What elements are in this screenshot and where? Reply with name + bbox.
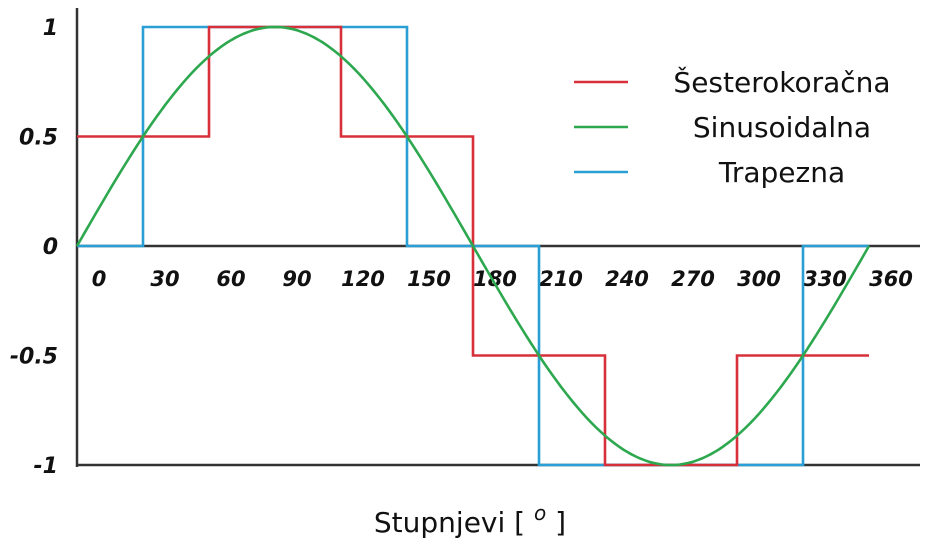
x-tick-label: 210	[539, 267, 583, 291]
legend-label: Šesterokoračna	[673, 65, 890, 99]
x-axis-label-sup: o	[534, 501, 546, 525]
legend-label: Sinusoidalna	[693, 111, 871, 144]
x-axis-label: Stupnjevi [ o ]	[374, 494, 566, 539]
x-tick-label: 120	[341, 267, 385, 291]
legend-label: Trapezna	[718, 156, 845, 189]
x-tick-label: 360	[869, 267, 913, 291]
y-tick-label: 0.5	[19, 126, 58, 151]
y-tick-labels: 1 0.5 0 -0.5 -1	[10, 16, 58, 479]
x-tick-label: 30	[150, 267, 179, 291]
x-tick-label: 240	[605, 267, 649, 291]
series-line	[75, 25, 871, 467]
series-lines	[75, 25, 871, 467]
x-tick-label: 60	[216, 267, 245, 291]
x-axis-label-end: ]	[555, 506, 566, 539]
x-tick-label: 0	[92, 267, 107, 291]
y-tick-label: -1	[34, 454, 58, 479]
x-tick-label: 180	[473, 267, 517, 291]
x-tick-label: 270	[671, 267, 715, 291]
y-tick-label: 1	[43, 16, 58, 41]
x-tick-labels: 0 30 60 90 120 150 180 210 240 270 300 330 360	[92, 267, 913, 291]
x-tick-label: 150	[407, 267, 451, 291]
y-tick-label: -0.5	[10, 345, 58, 370]
x-tick-label: 300	[737, 267, 781, 291]
y-tick-label: 0	[43, 235, 58, 260]
x-tick-label: 90	[282, 267, 311, 291]
x-tick-label: 330	[803, 267, 847, 291]
legend: Šesterokoračna Sinusoidalna Trapezna	[574, 65, 891, 189]
x-axis-label-text: Stupnjevi [	[374, 506, 525, 539]
